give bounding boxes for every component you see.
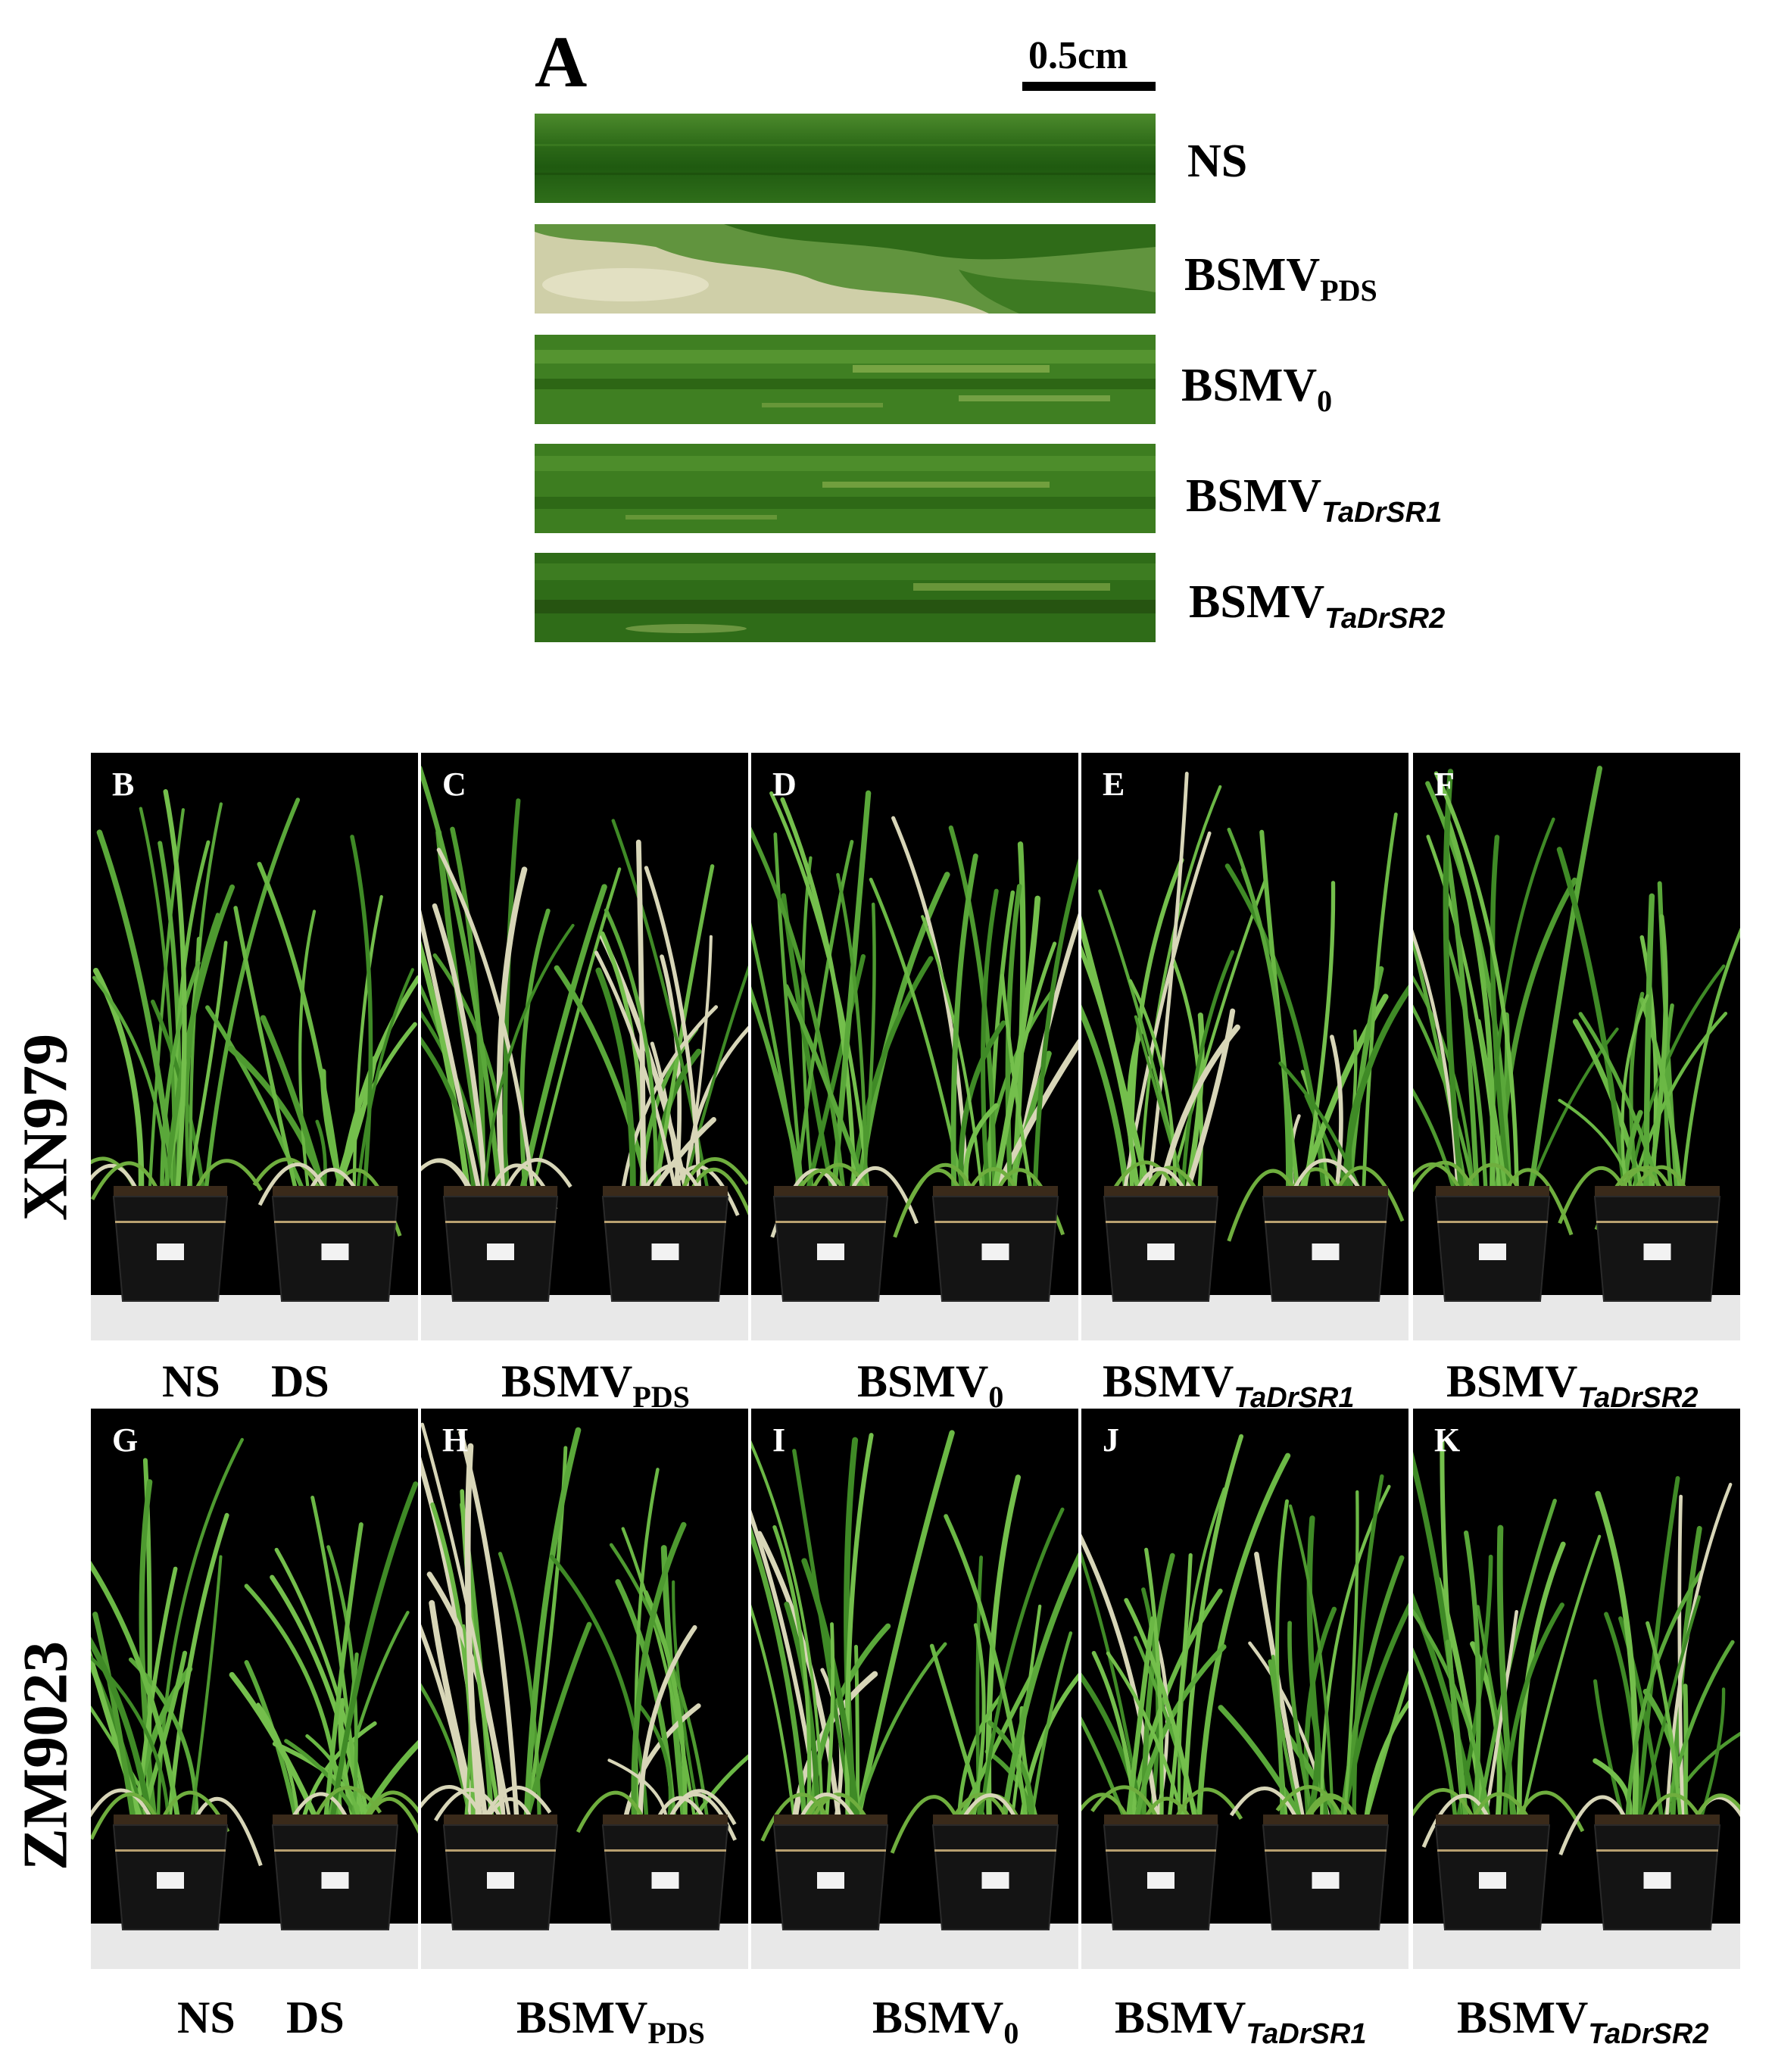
leaf-label-ns: NS xyxy=(1187,135,1247,189)
leaf-label-bsmv-tadrsr1: BSMVTaDrSR1 xyxy=(1186,470,1442,529)
wheat-plants-image xyxy=(1413,1438,1740,1969)
leaf-ns xyxy=(535,114,1156,203)
panel-letter-b: B xyxy=(112,766,135,803)
leaf-bsmv-tadrsr2 xyxy=(535,553,1156,642)
leaf-label-bsmv-pds-main: BSMV xyxy=(1184,249,1321,301)
leaf-label-bsmv-pds: BSMVPDS xyxy=(1184,248,1377,308)
photo-panel-j: J xyxy=(1081,1409,1408,1969)
leaf-label-bsmv-0: BSMV0 xyxy=(1181,359,1332,419)
leaf-label-bsmv-0-sub: 0 xyxy=(1317,384,1333,418)
panel-letter-j: J xyxy=(1103,1421,1119,1459)
leaf-bsmv-tadrsr2-image xyxy=(535,553,1156,642)
photo-panel-k: K xyxy=(1413,1409,1740,1969)
leaf-label-bsmv-tadrsr1-main: BSMV xyxy=(1186,470,1322,522)
cond-tadrsr2-main-2: BSMV xyxy=(1457,1992,1589,2042)
cond-pds-main: BSMV xyxy=(501,1356,633,1406)
wheat-plants-image xyxy=(421,1422,748,1969)
cond-label-0-row2: BSMV0 xyxy=(872,1992,1019,2051)
panel-a-letter: A xyxy=(535,21,588,102)
cond-label-tadrsr2-row2: BSMVTaDrSR2 xyxy=(1457,1992,1708,2051)
cond-label-ds-row2: DS xyxy=(286,1992,345,2042)
cond-label-tadrsr1-row2: BSMVTaDrSR1 xyxy=(1115,1992,1366,2051)
wheat-plants-image xyxy=(421,766,748,1340)
scale-bar-label: 0.5cm xyxy=(1028,34,1128,77)
photo-panel-b: B xyxy=(91,753,418,1340)
cond-label-ns-row1: NS xyxy=(162,1356,220,1406)
leaf-ns-image xyxy=(535,114,1156,203)
cond-tadrsr1-main: BSMV xyxy=(1103,1356,1234,1406)
cond-pds-sub-2: PDS xyxy=(647,2016,705,2050)
wheat-plants-image xyxy=(91,1437,418,1969)
photo-panel-f: F xyxy=(1413,753,1740,1340)
photo-panel-c: C xyxy=(421,753,748,1340)
leaf-label-bsmv-tadrsr2-sub: TaDrSR2 xyxy=(1324,603,1446,635)
leaf-bsmv-0 xyxy=(535,335,1156,424)
wheat-plants-image xyxy=(91,789,418,1340)
leaf-label-bsmv-tadrsr2: BSMVTaDrSR2 xyxy=(1189,576,1445,635)
cond-0-sub: 0 xyxy=(988,1380,1004,1414)
leaf-bsmv-pds xyxy=(535,224,1156,314)
cond-0-main: BSMV xyxy=(857,1356,989,1406)
cond-label-ns-row2: NS xyxy=(177,1992,236,2042)
cond-label-0-row1: BSMV0 xyxy=(857,1356,1003,1415)
cond-tadrsr2-main: BSMV xyxy=(1446,1356,1578,1406)
leaf-label-bsmv-pds-sub: PDS xyxy=(1320,273,1377,307)
panel-letter-f: F xyxy=(1434,766,1455,803)
photo-panel-d: D xyxy=(751,753,1078,1340)
cond-tadrsr2-sub: TaDrSR2 xyxy=(1577,1382,1699,1414)
cond-tadrsr1-main-2: BSMV xyxy=(1115,1992,1246,2042)
cond-label-pds-row1: BSMVPDS xyxy=(501,1356,690,1415)
cond-label-ds-row1: DS xyxy=(271,1356,329,1406)
leaf-label-bsmv-0-main: BSMV xyxy=(1181,360,1318,411)
panel-letter-c: C xyxy=(442,766,466,803)
cond-0-sub-2: 0 xyxy=(1003,2016,1019,2050)
leaf-bsmv-tadrsr1 xyxy=(535,444,1156,533)
row-label-xn979: XN979 xyxy=(10,1033,81,1222)
cond-0-main-2: BSMV xyxy=(872,1992,1004,2042)
panel-letter-h: H xyxy=(442,1421,469,1459)
leaf-bsmv-tadrsr1-image xyxy=(535,444,1156,533)
leaf-label-bsmv-tadrsr1-sub: TaDrSR1 xyxy=(1321,497,1443,529)
wheat-plants-image xyxy=(1413,766,1740,1340)
panel-letter-d: D xyxy=(772,766,797,803)
cond-tadrsr1-sub-2: TaDrSR1 xyxy=(1246,2018,1367,2050)
cond-tadrsr2-sub-2: TaDrSR2 xyxy=(1588,2018,1709,2050)
photo-panel-h: H xyxy=(421,1409,748,1969)
leaf-bsmv-pds-image xyxy=(535,224,1156,314)
cond-label-tadrsr2-row1: BSMVTaDrSR2 xyxy=(1446,1356,1698,1415)
wheat-plants-image xyxy=(1081,1434,1408,1969)
photo-panel-g: G xyxy=(91,1409,418,1969)
cond-label-tadrsr1-row1: BSMVTaDrSR1 xyxy=(1103,1356,1354,1415)
cond-tadrsr1-sub: TaDrSR1 xyxy=(1234,1382,1355,1414)
panel-letter-e: E xyxy=(1103,766,1125,803)
wheat-plants-image xyxy=(1081,772,1408,1340)
panel-letter-k: K xyxy=(1434,1421,1461,1459)
leaf-label-ns-main: NS xyxy=(1187,136,1248,187)
leaf-label-bsmv-tadrsr2-main: BSMV xyxy=(1189,576,1325,628)
wheat-plants-image xyxy=(751,790,1078,1340)
panel-letter-g: G xyxy=(112,1421,139,1459)
photo-panel-i: I xyxy=(751,1409,1078,1969)
leaf-bsmv-0-image xyxy=(535,335,1156,424)
photo-panel-e: E xyxy=(1081,753,1408,1340)
cond-label-pds-row2: BSMVPDS xyxy=(516,1992,705,2051)
cond-pds-sub: PDS xyxy=(632,1380,690,1414)
cond-pds-main-2: BSMV xyxy=(516,1992,648,2042)
row-label-zm9023: ZM9023 xyxy=(10,1640,81,1871)
scale-bar xyxy=(1022,82,1156,91)
panel-letter-i: I xyxy=(772,1421,786,1459)
wheat-plants-image xyxy=(751,1430,1078,1969)
